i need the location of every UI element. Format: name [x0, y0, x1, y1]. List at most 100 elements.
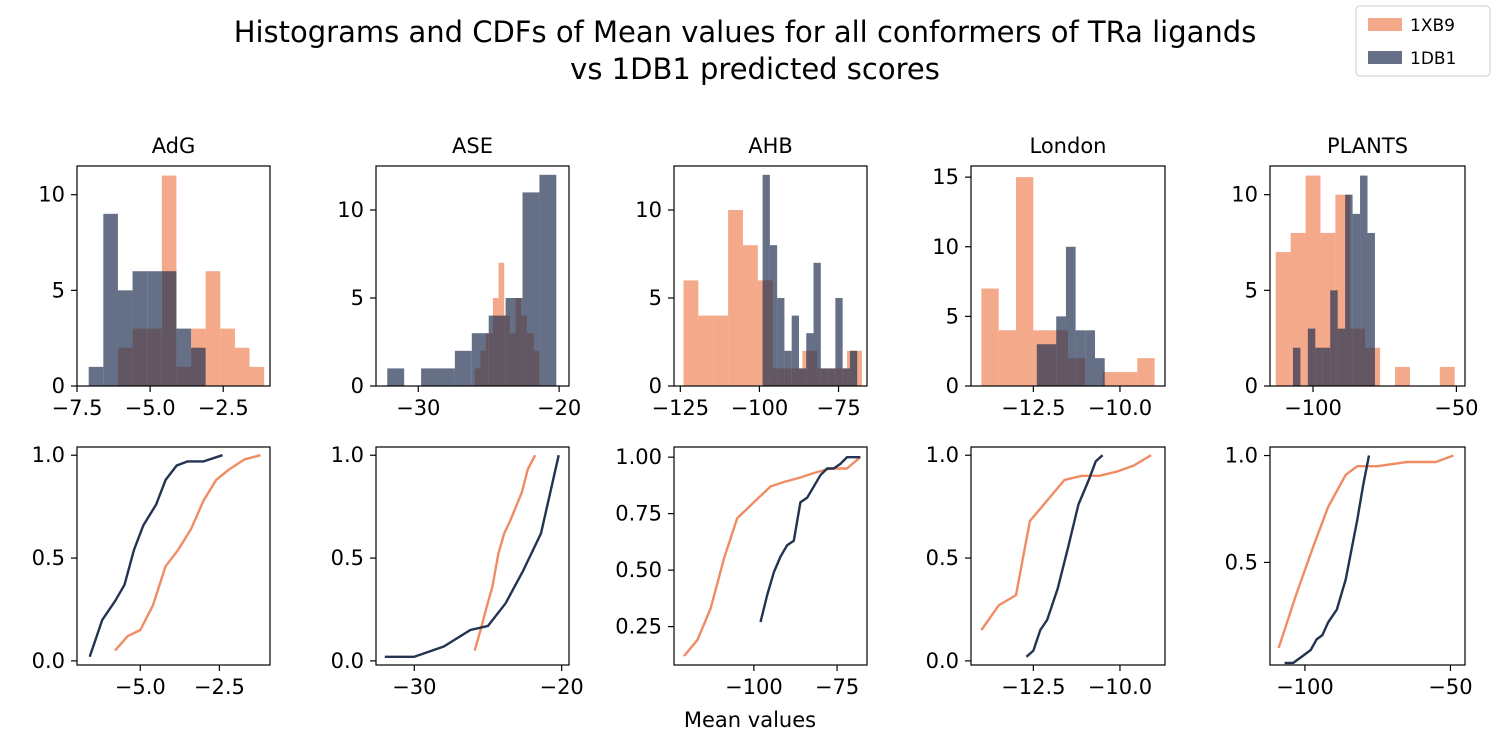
- axes-frame: [673, 446, 868, 666]
- hist-bar-1db1: [762, 174, 770, 386]
- legend: 1XB9 1DB1: [1355, 5, 1491, 77]
- hist-bar-1xb9: [1119, 372, 1138, 386]
- y-tick-label: 5: [649, 286, 662, 310]
- hist-bar-1db1: [437, 368, 455, 386]
- hist-bar-1db1: [103, 213, 118, 386]
- hist-bar-1db1: [191, 347, 206, 386]
- hist-bar-1xb9: [205, 271, 221, 386]
- y-tick-label: 0: [52, 374, 65, 398]
- cdf-line-1db1: [759, 456, 861, 623]
- hist-bar-1db1: [471, 333, 489, 386]
- hist-bar-1db1: [522, 192, 540, 386]
- x-tick-label: −100: [731, 396, 789, 420]
- cdf-panel-3: −100 −75 0.25 0.50 0.75 1.00: [615, 445, 868, 699]
- figure-title-line-1: Histograms and CDFs of Mean values for a…: [234, 15, 1257, 49]
- y-tick-label: 1.0: [32, 443, 65, 467]
- axes-frame: [76, 446, 271, 666]
- cdf-line-1xb9: [114, 454, 261, 652]
- x-tick-label: −100: [1276, 675, 1334, 699]
- x-tick-label: −10.0: [1088, 396, 1152, 420]
- y-tick-label: 5: [1245, 278, 1258, 302]
- hist-bar-1db1: [1056, 316, 1066, 386]
- hist-bar-1xb9: [1395, 366, 1410, 386]
- hist-bar-1db1: [1345, 194, 1353, 386]
- axes-frame: [970, 165, 1166, 387]
- hist-bar-1db1: [777, 298, 785, 386]
- panel-title: ASE: [452, 134, 493, 158]
- hist-bar-1xb9: [249, 366, 265, 386]
- y-tick-label: 0.5: [1225, 550, 1258, 574]
- hist-panel-3: −125 −100 −75 0 5 10 AHB: [635, 134, 868, 420]
- hist-bar-1db1: [1046, 344, 1057, 386]
- hist-bar-1db1: [1085, 330, 1096, 386]
- cdf-panel-1: −5.0 −2.5 0.0 0.5 1.0: [32, 443, 271, 699]
- x-tick-label: −30: [396, 396, 440, 420]
- hist-bar-1db1: [784, 350, 792, 386]
- axes-frame: [673, 165, 868, 387]
- hist-bar-1xb9: [742, 245, 758, 386]
- hist-bar-1xb9: [728, 210, 743, 386]
- hist-bar-1db1: [813, 262, 821, 386]
- y-tick-label: 10: [635, 198, 662, 222]
- y-tick-label: 10: [38, 183, 65, 207]
- hist-bar-1xb9: [220, 328, 235, 386]
- x-tick-label: −20: [539, 675, 583, 699]
- hist-bar-1db1: [161, 271, 177, 386]
- hist-bar-1db1: [1036, 344, 1047, 386]
- x-tick-label: −75: [815, 675, 859, 699]
- panel-title: PLANTS: [1327, 134, 1408, 158]
- hist-bar-1db1: [820, 368, 829, 386]
- hist-bar-1xb9: [683, 280, 699, 386]
- y-tick-label: 10: [1231, 183, 1258, 207]
- panel-title: London: [1030, 134, 1107, 158]
- hist-bar-1db1: [88, 366, 104, 386]
- x-tick-label: −12.5: [1001, 396, 1065, 420]
- y-tick-label: 0.5: [32, 546, 65, 570]
- x-tick-label: −100: [1284, 396, 1342, 420]
- x-tick-label: −20: [537, 396, 581, 420]
- cdf-line-1db1: [1284, 455, 1371, 665]
- hist-bar-1db1: [842, 368, 850, 386]
- hist-bar-1db1: [387, 368, 405, 386]
- hist-bar-1db1: [176, 328, 192, 386]
- y-tick-label: 0.0: [926, 649, 959, 673]
- legend-swatch-1xb9: [1368, 18, 1402, 31]
- x-tick-label: −75: [816, 396, 860, 420]
- y-tick-label: 5: [52, 278, 65, 302]
- hist-bar-1db1: [1095, 358, 1105, 386]
- axes-frame: [375, 165, 570, 387]
- cdf-line-1db1: [1025, 454, 1104, 658]
- y-tick-label: 0.0: [32, 649, 65, 673]
- x-tick-label: −7.5: [52, 396, 103, 420]
- y-tick-label: 1.0: [1225, 444, 1258, 468]
- hist-bar-1db1: [1330, 290, 1338, 386]
- hist-bar-1xb9: [713, 315, 729, 386]
- hist-bar-1db1: [835, 298, 843, 386]
- panel-title: AHB: [748, 134, 793, 158]
- hist-bar-1db1: [806, 333, 814, 386]
- hist-panel-5: −100 −50 0 5 10 PLANTS: [1231, 134, 1478, 420]
- y-tick-label: 0.0: [331, 649, 364, 673]
- cdf-panel-2: −30 −20 0.0 0.5 1.0: [331, 443, 584, 699]
- y-tick-label: 0: [1245, 374, 1258, 398]
- cdf-panel-5: −100 −50 0.5 1.0: [1225, 444, 1473, 699]
- hist-bar-1db1: [454, 350, 472, 386]
- hist-bar-1db1: [505, 298, 523, 386]
- hist-bar-1db1: [1292, 347, 1301, 386]
- cdf-line-1xb9: [473, 454, 537, 651]
- axes-frame: [76, 165, 271, 387]
- x-tick-label: −12.5: [1001, 675, 1065, 699]
- hist-bar-1db1: [1315, 347, 1323, 386]
- y-tick-label: 0: [351, 374, 364, 398]
- hist-bar-1db1: [1307, 328, 1316, 386]
- hist-bar-1xb9: [1137, 358, 1155, 386]
- hist-bar-1xb9: [1016, 177, 1034, 386]
- hist-bar-1xb9: [698, 315, 714, 386]
- x-tick-label: −125: [651, 396, 709, 420]
- hist-bar-1xb9: [1275, 252, 1291, 386]
- y-tick-label: 0: [946, 374, 959, 398]
- hist-bar-1db1: [488, 315, 506, 386]
- hist-bar-1db1: [421, 368, 438, 386]
- cdf-line-1db1: [384, 454, 560, 658]
